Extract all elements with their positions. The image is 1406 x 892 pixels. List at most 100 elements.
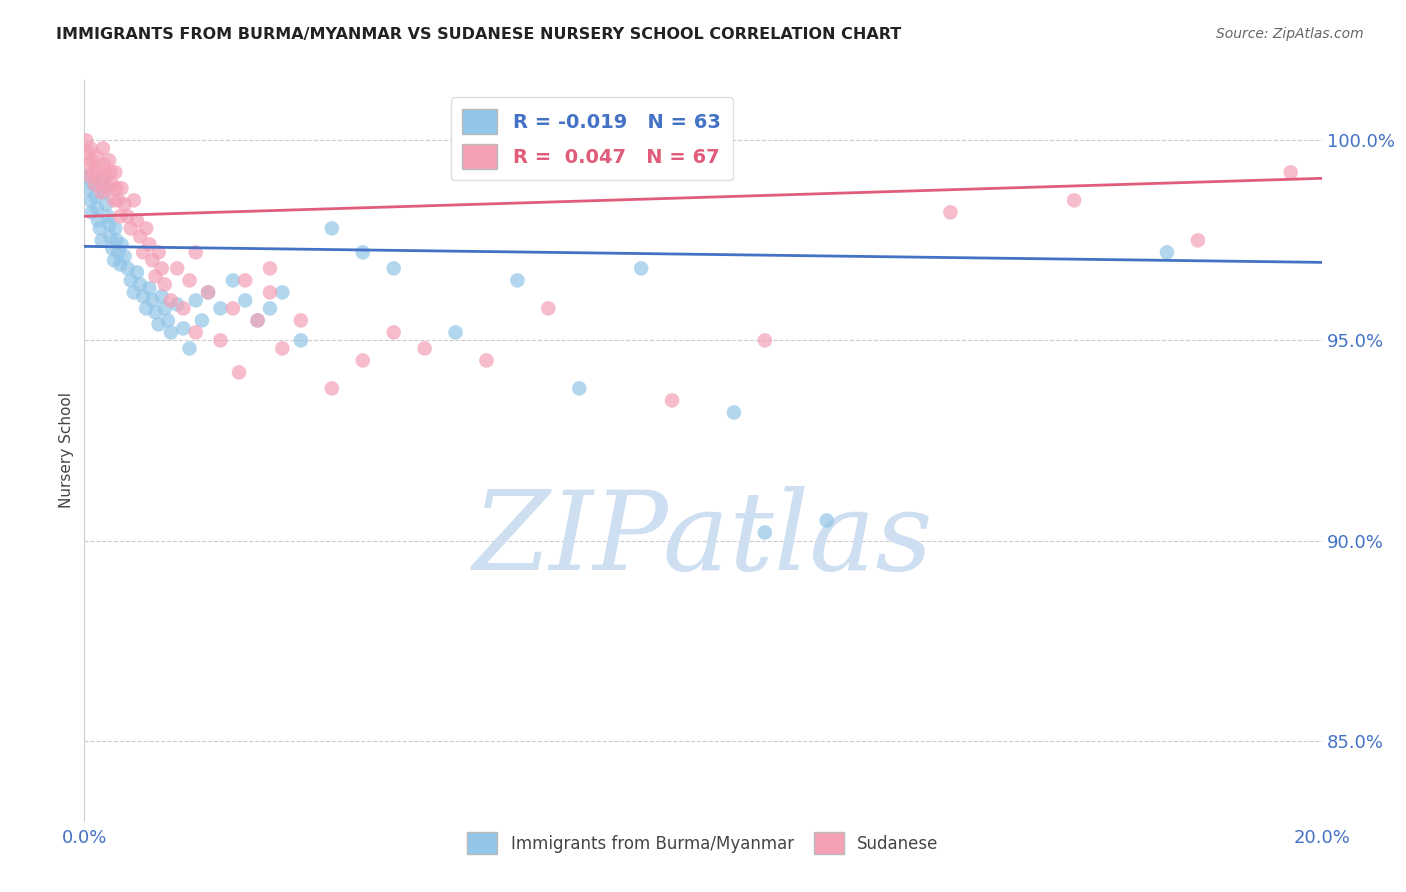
Point [135, 221, 157, 235]
Point [87, 161, 110, 176]
Point [723, 405, 745, 419]
Point [89, 173, 111, 187]
Point [103, 194, 125, 208]
Point [160, 326, 183, 340]
Point [222, 301, 245, 316]
Point [145, 305, 167, 319]
Point [101, 178, 124, 192]
Point [86, 149, 108, 163]
Point [129, 277, 152, 292]
Point [475, 353, 498, 368]
Point [107, 245, 129, 260]
Point [110, 257, 132, 271]
Point [103, 253, 125, 268]
Point [233, 273, 256, 287]
Point [76, 145, 98, 160]
Point [94, 197, 117, 211]
Point [141, 293, 163, 308]
Point [153, 277, 176, 292]
Point [80, 205, 103, 219]
Point [91, 141, 114, 155]
Text: Source: ZipAtlas.com: Source: ZipAtlas.com [1216, 27, 1364, 41]
Point [114, 197, 136, 211]
Point [166, 261, 188, 276]
Point [98, 165, 121, 179]
Point [93, 186, 115, 200]
Point [321, 381, 343, 395]
Point [76, 169, 98, 184]
Point [132, 289, 155, 303]
Point [939, 205, 962, 219]
Point [197, 285, 219, 300]
Point [77, 181, 100, 195]
Point [233, 293, 256, 308]
Point [93, 157, 115, 171]
Point [166, 297, 188, 311]
Point [117, 210, 139, 224]
Point [184, 293, 207, 308]
Point [321, 221, 343, 235]
Point [110, 181, 132, 195]
Text: IMMIGRANTS FROM BURMA/MYANMAR VS SUDANESE NURSERY SCHOOL CORRELATION CHART: IMMIGRANTS FROM BURMA/MYANMAR VS SUDANES… [56, 27, 901, 42]
Point [661, 393, 683, 408]
Point [259, 261, 281, 276]
Point [1063, 194, 1085, 208]
Point [86, 202, 108, 216]
Point [184, 245, 207, 260]
Point [352, 353, 374, 368]
Point [630, 261, 652, 276]
Point [122, 285, 145, 300]
Point [290, 313, 312, 327]
Point [754, 334, 776, 348]
Point [1156, 245, 1178, 260]
Point [1279, 165, 1302, 179]
Point [75, 133, 97, 147]
Point [191, 313, 214, 327]
Point [259, 285, 281, 300]
Point [135, 301, 157, 316]
Point [271, 342, 294, 356]
Text: ZIPatlas: ZIPatlas [472, 485, 934, 593]
Point [271, 285, 294, 300]
Point [90, 233, 112, 247]
Point [222, 273, 245, 287]
Y-axis label: Nursery School: Nursery School [59, 392, 75, 508]
Point [160, 293, 183, 308]
Point [83, 178, 105, 192]
Point [209, 301, 232, 316]
Point [246, 313, 269, 327]
Point [150, 261, 173, 276]
Point [117, 261, 139, 276]
Point [172, 301, 194, 316]
Point [568, 381, 591, 395]
Point [184, 326, 207, 340]
Point [79, 141, 101, 155]
Point [104, 221, 127, 235]
Point [98, 229, 121, 244]
Point [754, 525, 776, 540]
Point [172, 321, 194, 335]
Point [110, 210, 132, 224]
Point [444, 326, 467, 340]
Point [141, 253, 163, 268]
Point [132, 245, 155, 260]
Point [83, 165, 105, 179]
Point [91, 173, 114, 187]
Point [97, 210, 120, 224]
Point [104, 165, 127, 179]
Point [138, 237, 160, 252]
Point [94, 169, 117, 184]
Legend: Immigrants from Burma/Myanmar, Sudanese: Immigrants from Burma/Myanmar, Sudanese [461, 826, 945, 861]
Point [125, 213, 148, 227]
Point [98, 153, 121, 168]
Point [80, 153, 103, 168]
Point [537, 301, 560, 316]
Point [90, 186, 112, 200]
Point [97, 181, 120, 195]
Point [246, 313, 269, 327]
Point [120, 221, 142, 235]
Point [122, 194, 145, 208]
Point [120, 273, 142, 287]
Point [506, 273, 529, 287]
Point [79, 169, 101, 184]
